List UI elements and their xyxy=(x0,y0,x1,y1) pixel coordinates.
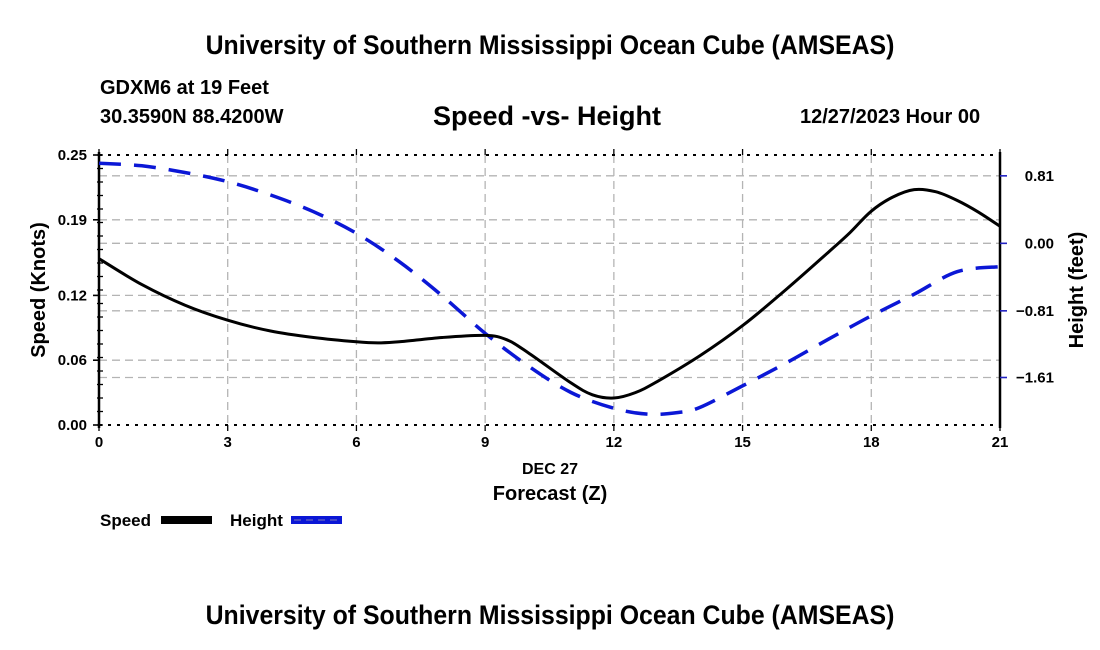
x-tick-label: 12 xyxy=(606,434,623,451)
y-tick-label: 0.06 xyxy=(58,352,87,369)
x-tick-label: 9 xyxy=(481,434,489,451)
x-tick-label: 21 xyxy=(992,434,1009,451)
height-series-line xyxy=(98,161,1001,417)
plot-frame xyxy=(97,152,1002,428)
legend: Speed Height xyxy=(100,511,342,530)
y-tick-label: 0.12 xyxy=(58,287,87,304)
legend-speed-label: Speed xyxy=(100,511,151,530)
grid-lines xyxy=(99,155,1000,425)
main-title: University of Southern Mississippi Ocean… xyxy=(205,30,895,60)
tick-labels: 0 3 6 9 12 15 18 21 0.00 0.06 0.12 0.19 0.25 0.81 0.00… xyxy=(58,147,1054,451)
forecast-date-label: 12/27/2023 Hour 00 xyxy=(800,106,981,128)
y-tick-label: 0.25 xyxy=(58,147,87,164)
coordinates-label: 30.3590N 88.4200W xyxy=(100,106,284,128)
station-label: GDXM6 at 19 Feet xyxy=(100,77,269,99)
axis-ticks xyxy=(93,149,1007,431)
x-tick-label: 3 xyxy=(224,434,232,451)
legend-height-swatch xyxy=(291,516,342,524)
speed-series-line xyxy=(98,187,1001,400)
legend-height-label: Height xyxy=(230,511,283,530)
footer-title: University of Southern Mississippi Ocean… xyxy=(205,600,895,630)
x-tick-label: 0 xyxy=(95,434,103,451)
y2-tick-label: 0.00 xyxy=(1025,235,1054,252)
y-tick-label: 0.19 xyxy=(58,212,87,229)
x-tick-label: 6 xyxy=(352,434,360,451)
legend-speed-swatch xyxy=(161,516,212,524)
y2-tick-label: −1.61 xyxy=(1016,370,1054,387)
y-tick-label: 0.00 xyxy=(58,417,87,434)
x-axis-label: Forecast (Z) xyxy=(493,483,607,505)
chart-title: Speed -vs- Height xyxy=(433,101,662,131)
y2-axis-label: Height (feet) xyxy=(1066,232,1088,349)
y2-tick-label: 0.81 xyxy=(1025,168,1054,185)
y-axis-label: Speed (Knots) xyxy=(28,222,50,358)
x-axis-sublabel: DEC 27 xyxy=(522,461,578,478)
y2-tick-label: −0.81 xyxy=(1016,303,1054,320)
series-lines xyxy=(98,161,1001,417)
x-tick-label: 18 xyxy=(863,434,880,451)
x-tick-label: 15 xyxy=(734,434,751,451)
